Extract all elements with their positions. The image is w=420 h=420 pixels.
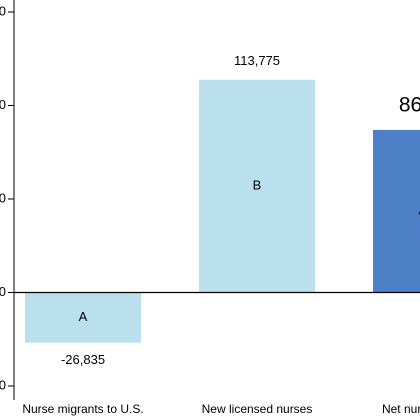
y-tick-label: -50000 — [0, 377, 6, 392]
y-tick-label: 100000 — [0, 97, 6, 112]
y-tick-label: 0 — [0, 284, 6, 299]
bar — [373, 129, 420, 293]
bar-label: A — [79, 309, 88, 324]
bar — [25, 292, 141, 343]
bar-label: A+B — [419, 203, 420, 218]
value-label: 113,775 — [234, 53, 280, 68]
x-tick-label: Net nurses to U.S. — [382, 402, 420, 416]
bar-label: B — [253, 178, 262, 193]
bar — [199, 79, 315, 293]
x-tick-label: Nurse migrants to U.S. — [22, 402, 143, 416]
x-tick-label: New licensed nurses — [202, 402, 313, 416]
value-label: -26,835 — [61, 352, 105, 367]
y-tick-label: 50000 — [0, 190, 6, 205]
value-label: 86,940 — [399, 93, 420, 116]
y-tick-label: 150000 — [0, 3, 6, 18]
